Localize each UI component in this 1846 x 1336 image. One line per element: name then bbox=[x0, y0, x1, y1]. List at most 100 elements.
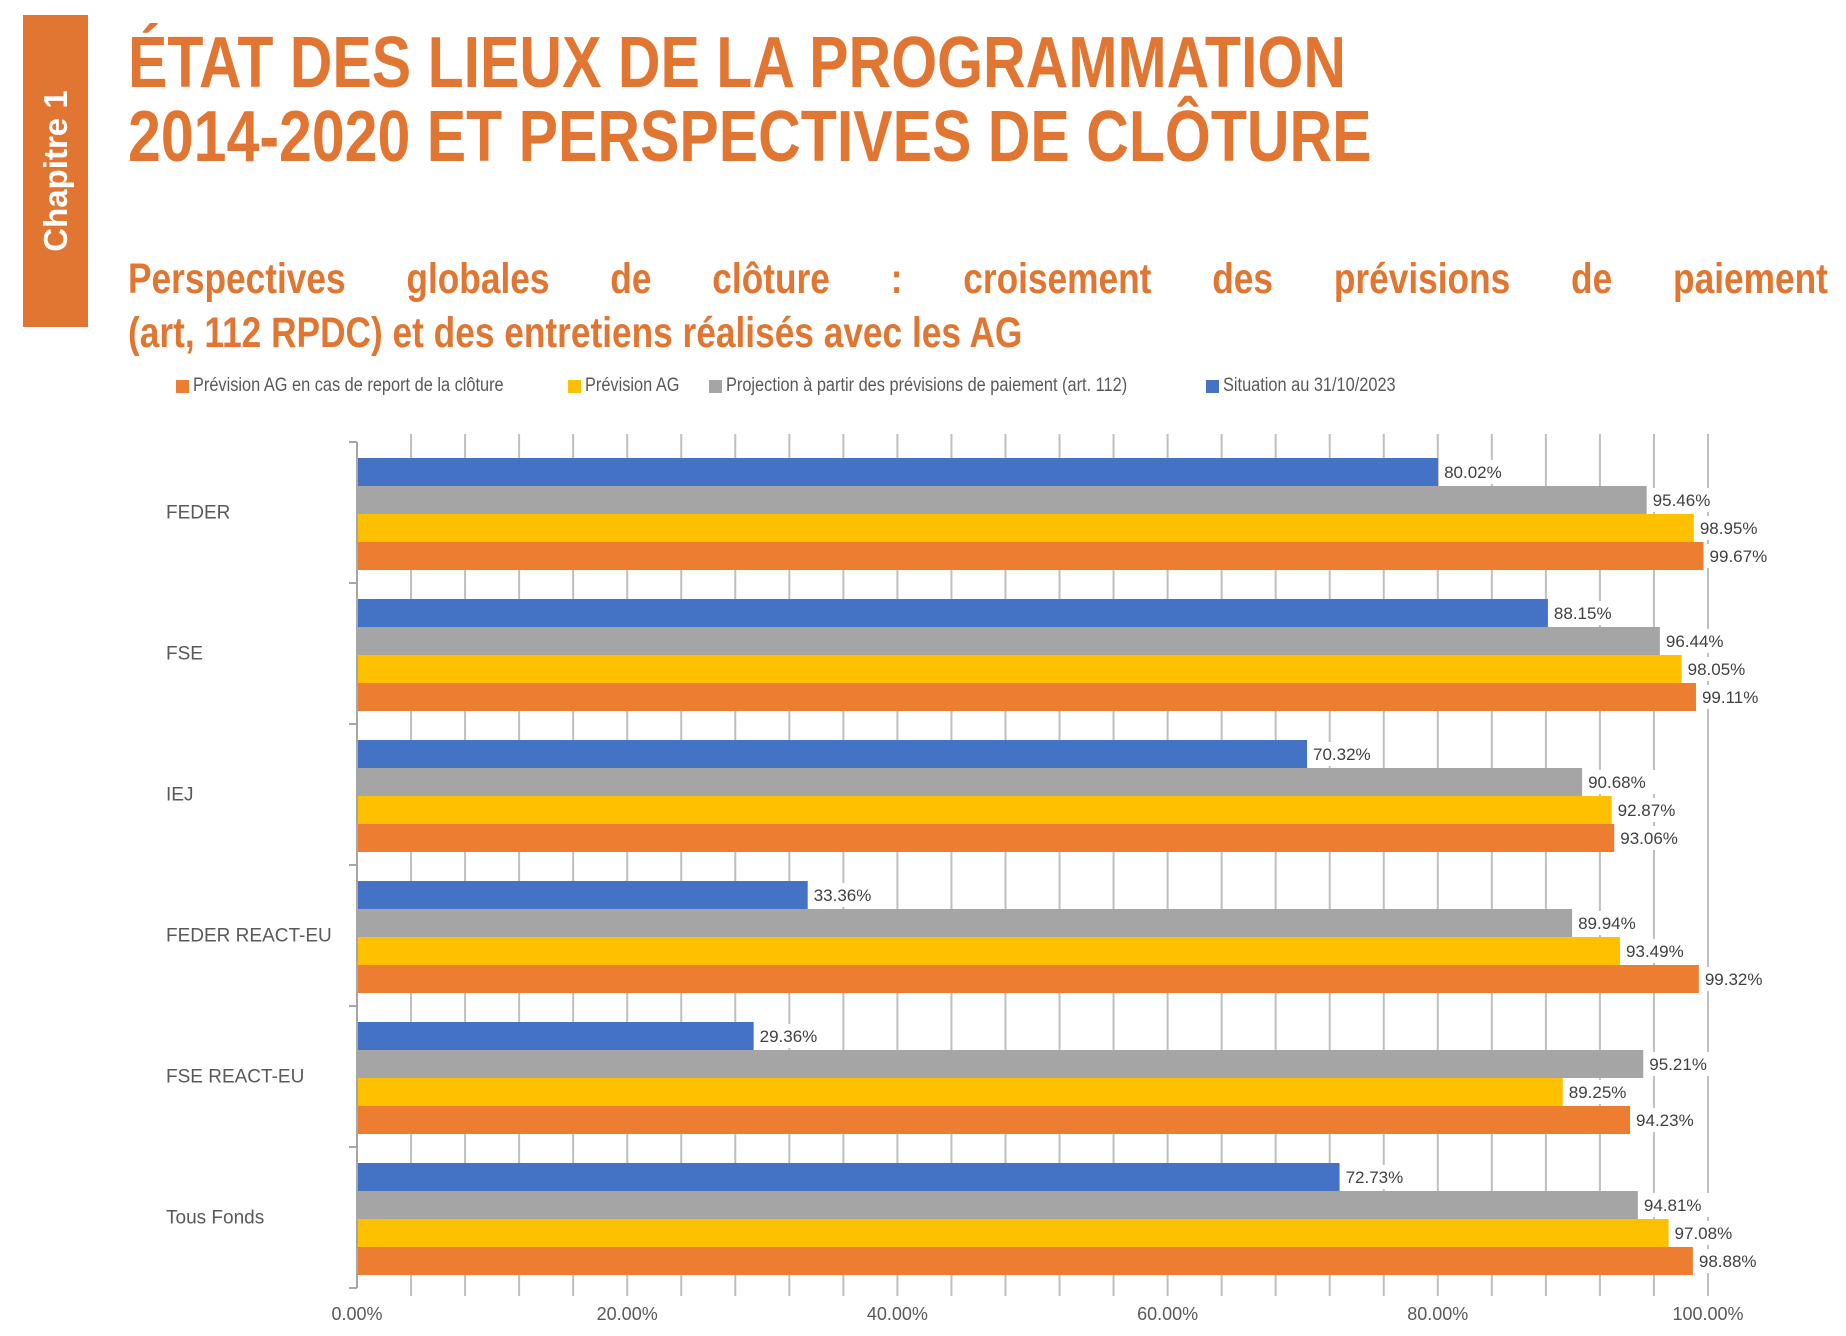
legend-item: Situation au 31/10/2023 bbox=[1206, 375, 1404, 397]
x-tick-label: 100.00% bbox=[1672, 1304, 1743, 1324]
bar bbox=[358, 458, 1439, 486]
value-label: 99.32% bbox=[1705, 970, 1763, 989]
value-label-bg bbox=[1696, 516, 1767, 540]
subtitle-word: globales bbox=[406, 255, 550, 303]
legend-swatch bbox=[1206, 379, 1220, 393]
value-label-bg bbox=[1706, 544, 1777, 568]
page-title-line-1: ÉTAT DES LIEUX DE LA PROGRAMMATION bbox=[128, 23, 1346, 103]
value-label: 99.67% bbox=[1710, 547, 1768, 566]
value-label-bg bbox=[1695, 1249, 1766, 1273]
value-label-bg bbox=[1684, 657, 1755, 681]
bar bbox=[358, 965, 1699, 993]
value-label: 90.68% bbox=[1588, 773, 1646, 792]
bar bbox=[358, 486, 1647, 514]
bar bbox=[358, 1050, 1644, 1078]
legend-item: Prévision AG bbox=[568, 375, 680, 397]
bar bbox=[358, 768, 1583, 796]
bar bbox=[358, 627, 1660, 655]
value-label-bg bbox=[1633, 1108, 1704, 1132]
category-label: FSE bbox=[166, 644, 203, 665]
value-label: 97.08% bbox=[1675, 1224, 1733, 1243]
value-label-bg bbox=[1614, 798, 1685, 822]
bar bbox=[358, 542, 1704, 570]
value-label: 99.11% bbox=[1702, 688, 1758, 707]
value-label-bg bbox=[1701, 967, 1772, 991]
value-label-bg bbox=[1649, 488, 1720, 512]
value-label-bg bbox=[1640, 1193, 1711, 1217]
legend-swatch bbox=[176, 379, 189, 393]
value-label-bg bbox=[1565, 1080, 1636, 1104]
page-title: ÉTAT DES LIEUX DE LA PROGRAMMATION 2014-… bbox=[128, 26, 1372, 174]
chapter-tab: Chapitre 1 bbox=[23, 15, 88, 327]
legend-swatch bbox=[709, 379, 723, 393]
subtitle-word: prévisions bbox=[1333, 255, 1511, 303]
value-label: 98.88% bbox=[1699, 1252, 1757, 1271]
bar bbox=[358, 1022, 754, 1050]
value-label-bg bbox=[1698, 685, 1769, 709]
chart-bars bbox=[358, 458, 1704, 1275]
value-label-bg bbox=[1646, 1052, 1717, 1076]
value-label: 29.36% bbox=[760, 1027, 818, 1046]
bar bbox=[358, 796, 1612, 824]
legend-swatch bbox=[568, 379, 582, 393]
bar bbox=[358, 655, 1682, 683]
value-label: 93.06% bbox=[1620, 829, 1678, 848]
chart-x-tick-labels: 0.00% 20.00% 40.00% 60.00% 80.00% 100.00% bbox=[331, 1304, 1743, 1324]
category-label: Tous Fonds bbox=[166, 1208, 264, 1229]
x-tick-label: 0.00% bbox=[331, 1304, 382, 1324]
value-label: 96.44% bbox=[1666, 632, 1724, 651]
category-label: FSE REACT-EU bbox=[166, 1067, 304, 1088]
value-label: 89.94% bbox=[1578, 914, 1636, 933]
x-tick-label: 60.00% bbox=[1137, 1304, 1198, 1324]
subtitle-word: de bbox=[610, 255, 652, 303]
value-label: 89.25% bbox=[1569, 1083, 1627, 1102]
subtitle-word: Perspectives bbox=[128, 255, 346, 303]
bar bbox=[358, 1247, 1693, 1275]
subtitle-word: : bbox=[890, 255, 903, 303]
chart-subtitle: Perspectives globales de clôture: croisement… bbox=[128, 252, 1828, 360]
x-tick-label: 40.00% bbox=[867, 1304, 928, 1324]
bar bbox=[358, 599, 1548, 627]
value-label: 98.05% bbox=[1688, 660, 1746, 679]
bar bbox=[358, 909, 1573, 937]
value-label: 92.87% bbox=[1618, 801, 1676, 820]
subtitle-word: clôture bbox=[712, 255, 830, 303]
value-label: 98.95% bbox=[1700, 519, 1758, 538]
value-label: 94.23% bbox=[1636, 1111, 1694, 1130]
value-label-bg bbox=[1617, 826, 1688, 850]
value-label: 70.32% bbox=[1313, 745, 1371, 764]
value-label: 95.46% bbox=[1653, 491, 1711, 510]
value-label: 93.49% bbox=[1626, 942, 1684, 961]
category-label: FEDER REACT-EU bbox=[166, 926, 332, 947]
subtitle-word: croisement bbox=[963, 255, 1152, 303]
bar bbox=[358, 1163, 1340, 1191]
chart-legend: Prévision AG en cas de report de la clôt… bbox=[176, 374, 1438, 398]
value-label: 88.15% bbox=[1554, 604, 1612, 623]
value-label-bg bbox=[1342, 1165, 1413, 1189]
legend-item: Prévision AG en cas de report de la clôt… bbox=[176, 375, 534, 397]
bar bbox=[358, 1106, 1631, 1134]
value-label-bg bbox=[1550, 601, 1621, 625]
legend-label: Prévision AG bbox=[585, 375, 680, 396]
chart-subtitle-line-2: (art, 112 RPDC) et des entretiens réalis… bbox=[128, 309, 1023, 357]
legend-label: Prévision AG en cas de report de la clôt… bbox=[193, 375, 504, 396]
legend-item: Projection à partir des prévisions de pa… bbox=[709, 375, 1172, 397]
value-label-bg bbox=[756, 1024, 827, 1048]
bar bbox=[358, 1078, 1563, 1106]
value-label: 80.02% bbox=[1444, 463, 1502, 482]
value-label-bg bbox=[810, 883, 881, 907]
bar bbox=[358, 514, 1694, 542]
x-tick-label: 80.00% bbox=[1407, 1304, 1468, 1324]
value-label: 72.73% bbox=[1346, 1168, 1404, 1187]
bar bbox=[358, 1191, 1638, 1219]
bar bbox=[358, 683, 1696, 711]
legend-label: Situation au 31/10/2023 bbox=[1223, 375, 1397, 396]
subtitle-word: de bbox=[1571, 255, 1613, 303]
legend-label: Projection à partir des prévisions de pa… bbox=[726, 375, 1128, 396]
value-label: 95.21% bbox=[1649, 1055, 1707, 1074]
chart-axes bbox=[349, 441, 358, 1289]
category-label: IEJ bbox=[166, 785, 193, 806]
subtitle-word: des bbox=[1212, 255, 1274, 303]
value-label-bg bbox=[1310, 742, 1381, 766]
